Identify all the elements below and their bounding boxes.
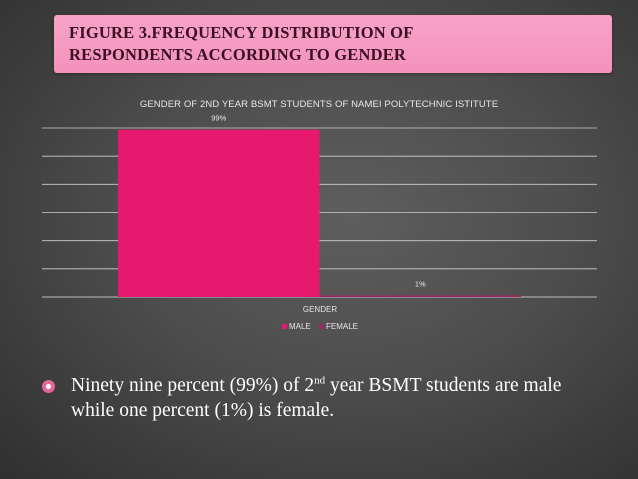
data-label-male: 99%: [211, 114, 226, 123]
bar-female: [319, 295, 521, 297]
bullet-text-part-2: year BSMT students are male while one pe…: [71, 375, 562, 421]
slide-title-line-1: FIGURE 3.FREQUENCY DISTRIBUTION OF: [69, 23, 414, 42]
chart-title: GENDER OF 2ND YEAR BSMT STUDENTS OF NAME…: [139, 99, 499, 110]
slide-title-line-2: RESPONDENTS ACCORDING TO GENDER: [69, 45, 407, 64]
legend-swatch-male: [281, 324, 287, 329]
legend-label-female: FEMALE: [326, 322, 359, 331]
legend-item-male: MALE: [281, 322, 311, 331]
bullet-text: Ninety nine percent (99%) of 2nd year BS…: [71, 373, 601, 423]
legend-item-female: FEMALE: [319, 322, 358, 331]
bullet-superscript: nd: [314, 374, 326, 387]
legend-label-male: MALE: [288, 322, 311, 331]
bar-male: [118, 129, 320, 297]
chart-legend: MALE FEMALE: [250, 322, 390, 331]
bullet-text-part-1: Ninety nine percent (99%) of 2: [71, 375, 315, 396]
chart-x-axis-label: GENDER: [302, 305, 338, 314]
bullet-icon: [42, 380, 55, 393]
slide-title-box: FIGURE 3.FREQUENCY DISTRIBUTION OF RESPO…: [54, 15, 612, 73]
legend-swatch-female: [319, 324, 324, 329]
data-label-female: 1%: [415, 279, 426, 288]
